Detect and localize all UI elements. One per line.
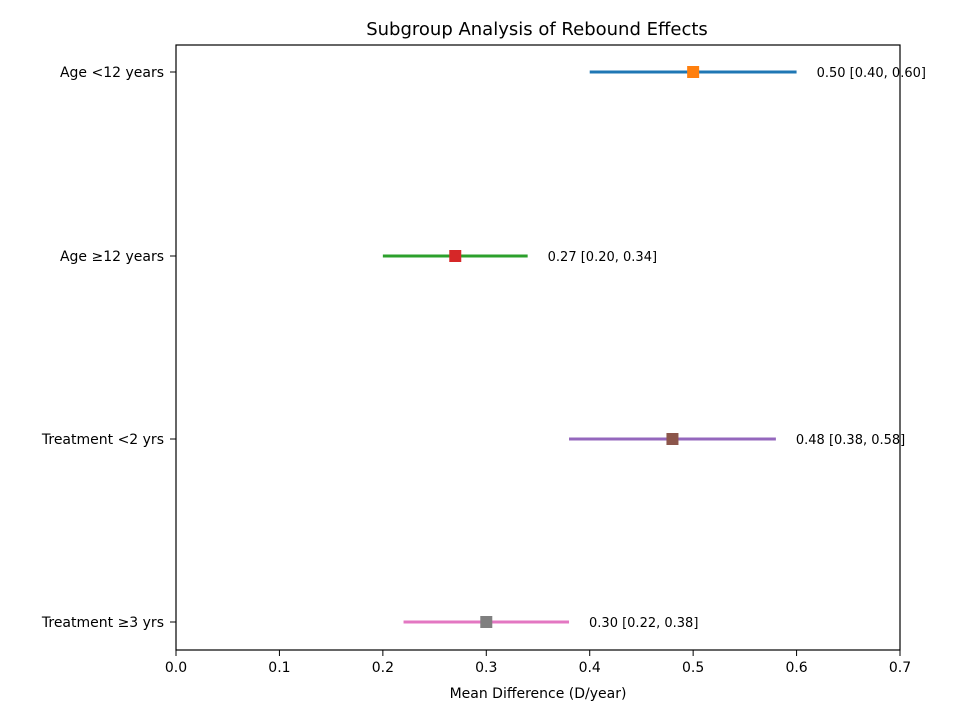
x-tick-label: 0.2 [372, 660, 394, 676]
point-estimate-marker [480, 616, 493, 628]
x-tick-label: 0.6 [785, 660, 807, 676]
y-tick-label: Treatment <2 yrs [41, 432, 164, 448]
x-tick-label: 0.4 [579, 660, 601, 676]
x-tick-label: 0.7 [889, 660, 911, 676]
x-tick-label: 0.1 [268, 660, 290, 676]
data-marks: 0.50 [0.40, 0.60] 0.27 [0.20, 0.34] 0.48 [… [382, 66, 926, 631]
x-axis-label: Mean Difference (D/year) [450, 686, 627, 702]
ci-annotation: 0.50 [0.40, 0.60] [817, 66, 926, 81]
y-tick-label: Treatment ≥3 yrs [41, 615, 164, 631]
point-estimate-marker [666, 433, 679, 445]
point-estimate-marker [687, 66, 700, 78]
x-tick-label: 0.5 [682, 660, 704, 676]
ci-annotation: 0.27 [0.20, 0.34] [548, 250, 657, 265]
plot-frame [175, 44, 901, 651]
y-tick-label: Age ≥12 years [60, 249, 164, 265]
ci-annotation: 0.48 [0.38, 0.58] [796, 433, 905, 448]
plot-area [175, 44, 901, 651]
point-estimate-marker [449, 250, 462, 262]
x-tick-label: 0.3 [475, 660, 497, 676]
ci-annotation: 0.30 [0.22, 0.38] [589, 616, 698, 631]
x-tick-label: 0.0 [165, 660, 187, 676]
y-tick-label: Age <12 years [60, 65, 164, 81]
chart-title: Subgroup Analysis of Rebound Effects [366, 19, 708, 40]
y-axis: Age <12 years Age ≥12 years Treatment <2 y… [41, 65, 176, 631]
x-axis: 0.0 0.1 0.2 0.3 0.4 0.5 0.6 0.7 [165, 650, 911, 676]
